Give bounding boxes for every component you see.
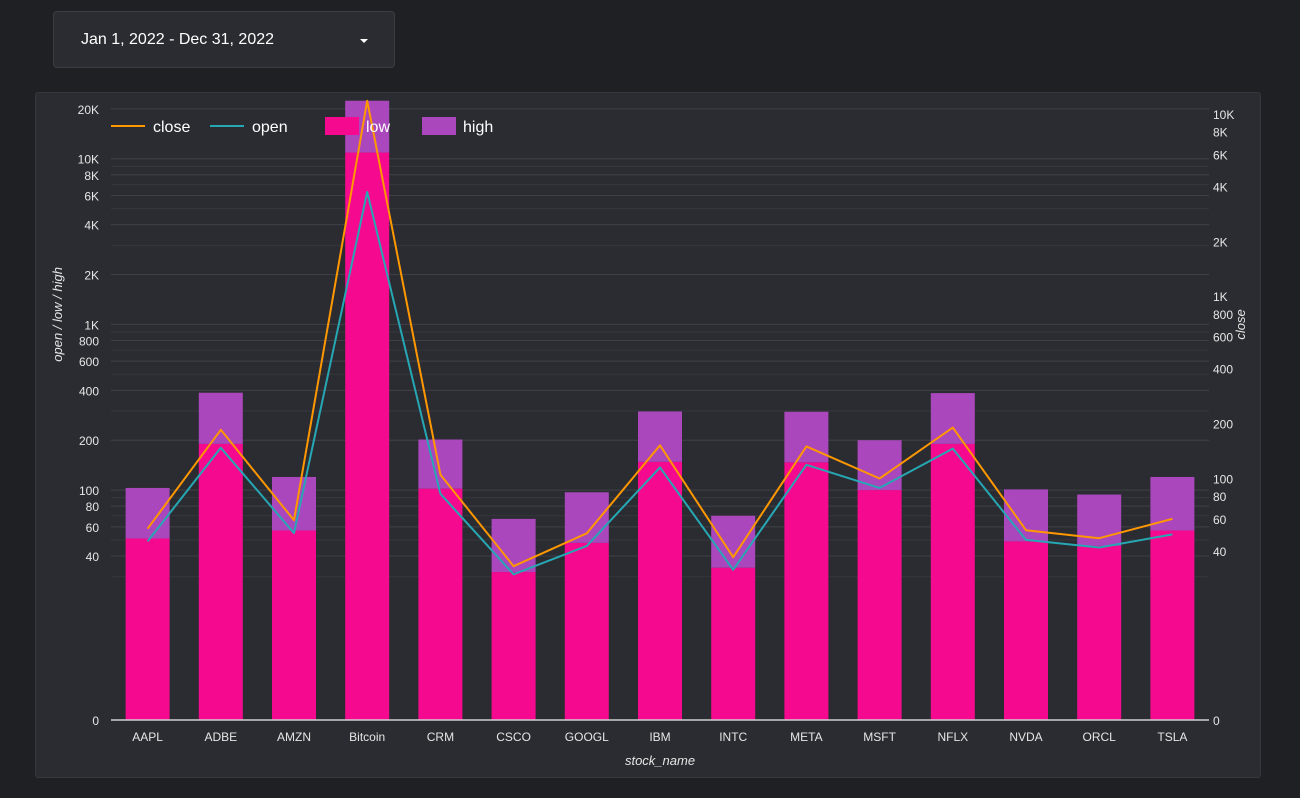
bar-high bbox=[272, 476, 316, 531]
bar-high bbox=[198, 392, 243, 444]
legend-label-low: low bbox=[366, 119, 390, 136]
bar-low bbox=[564, 542, 609, 720]
bar-low bbox=[418, 488, 463, 720]
chart-card: 04060801002004006008001K2K4K6K8K10K20K40… bbox=[35, 92, 1261, 778]
x-tick-label: AMZN bbox=[277, 730, 311, 744]
bar-high bbox=[564, 492, 609, 543]
bar-low bbox=[198, 443, 243, 720]
x-tick-label: NFLX bbox=[937, 730, 968, 744]
right-tick-label: 10K bbox=[1213, 108, 1234, 122]
bar-high bbox=[638, 411, 682, 462]
legend-label-open: open bbox=[252, 119, 288, 136]
x-tick-label: TSLA bbox=[1157, 730, 1187, 744]
bar-low bbox=[784, 462, 829, 720]
line-open bbox=[146, 191, 1173, 576]
right-tick-label: 2K bbox=[1213, 235, 1228, 249]
left-tick-label: 80 bbox=[86, 500, 100, 514]
bar-low bbox=[1004, 541, 1048, 720]
right-tick-label: 0 bbox=[1213, 714, 1220, 728]
right-tick-label: 600 bbox=[1213, 331, 1233, 345]
x-tick-label: META bbox=[790, 730, 822, 744]
bar-low bbox=[857, 490, 902, 720]
y-axis-title-left: open / low / high bbox=[50, 267, 65, 362]
right-tick-label: 8K bbox=[1213, 126, 1228, 140]
left-tick-label: 2K bbox=[84, 269, 99, 283]
left-tick-label: 20K bbox=[78, 103, 99, 117]
bar-high bbox=[491, 518, 536, 573]
y-axis-title-right: close bbox=[1233, 309, 1248, 339]
left-tick-label: 40 bbox=[86, 550, 100, 564]
right-tick-label: 60 bbox=[1213, 513, 1227, 527]
left-tick-label: 800 bbox=[79, 334, 99, 348]
x-axis-title: stock_name bbox=[625, 753, 695, 768]
bar-low bbox=[272, 530, 316, 720]
x-tick-label: GOOGL bbox=[565, 730, 609, 744]
right-tick-label: 4K bbox=[1213, 180, 1228, 194]
legend-label-high: high bbox=[463, 119, 493, 136]
date-range-label: Jan 1, 2022 - Dec 31, 2022 bbox=[81, 31, 275, 48]
right-tick-label: 40 bbox=[1213, 545, 1227, 559]
right-tick-label: 400 bbox=[1213, 363, 1233, 377]
x-tick-label: NVDA bbox=[1009, 730, 1042, 744]
left-tick-label: 100 bbox=[79, 484, 99, 498]
left-tick-label: 6K bbox=[84, 189, 99, 203]
x-tick-label: IBM bbox=[649, 730, 670, 744]
x-tick-label: MSFT bbox=[863, 730, 896, 744]
right-tick-label: 80 bbox=[1213, 490, 1227, 504]
x-tick-label: ADBE bbox=[204, 730, 237, 744]
right-tick-label: 100 bbox=[1213, 472, 1233, 486]
date-range-picker[interactable]: Jan 1, 2022 - Dec 31, 2022 bbox=[53, 11, 395, 68]
x-tick-label: AAPL bbox=[132, 730, 163, 744]
legend-swatch-low bbox=[325, 117, 359, 135]
left-tick-label: 400 bbox=[79, 384, 99, 398]
bar-high bbox=[1004, 489, 1048, 542]
bar-low bbox=[711, 567, 756, 720]
bar-high bbox=[784, 411, 829, 463]
bar-low bbox=[1150, 530, 1195, 720]
x-tick-label: ORCL bbox=[1083, 730, 1117, 744]
bar-high bbox=[1150, 476, 1195, 531]
legend-label-close: close bbox=[153, 119, 190, 136]
bar-low bbox=[1077, 545, 1122, 720]
bar-high bbox=[711, 515, 756, 568]
bar-low bbox=[125, 538, 170, 720]
x-tick-label: INTC bbox=[719, 730, 747, 744]
bar-high bbox=[930, 393, 975, 444]
right-tick-label: 200 bbox=[1213, 418, 1233, 432]
right-tick-label: 1K bbox=[1213, 290, 1228, 304]
combo-chart: 04060801002004006008001K2K4K6K8K10K20K40… bbox=[50, 99, 1248, 768]
bar-low bbox=[930, 443, 975, 720]
left-tick-label: 60 bbox=[86, 521, 100, 535]
x-tick-label: CRM bbox=[427, 730, 454, 744]
left-tick-label: 0 bbox=[92, 714, 99, 728]
right-tick-label: 800 bbox=[1213, 308, 1233, 322]
bar-low bbox=[491, 572, 536, 720]
bar-high bbox=[418, 439, 463, 489]
left-tick-label: 8K bbox=[84, 169, 99, 183]
bar-high bbox=[125, 487, 170, 539]
bar-low bbox=[345, 152, 390, 720]
left-tick-label: 600 bbox=[79, 355, 99, 369]
bar-high bbox=[857, 440, 902, 491]
right-tick-label: 6K bbox=[1213, 148, 1228, 162]
left-tick-label: 200 bbox=[79, 434, 99, 448]
left-tick-label: 1K bbox=[84, 318, 99, 332]
legend-swatch-high bbox=[422, 117, 456, 135]
bar-low bbox=[638, 461, 682, 720]
x-tick-label: CSCO bbox=[496, 730, 531, 744]
chevron-down-icon bbox=[360, 39, 368, 43]
left-tick-label: 10K bbox=[78, 153, 99, 167]
line-close bbox=[146, 99, 1173, 568]
left-tick-label: 4K bbox=[84, 219, 99, 233]
x-tick-label: Bitcoin bbox=[349, 730, 385, 744]
